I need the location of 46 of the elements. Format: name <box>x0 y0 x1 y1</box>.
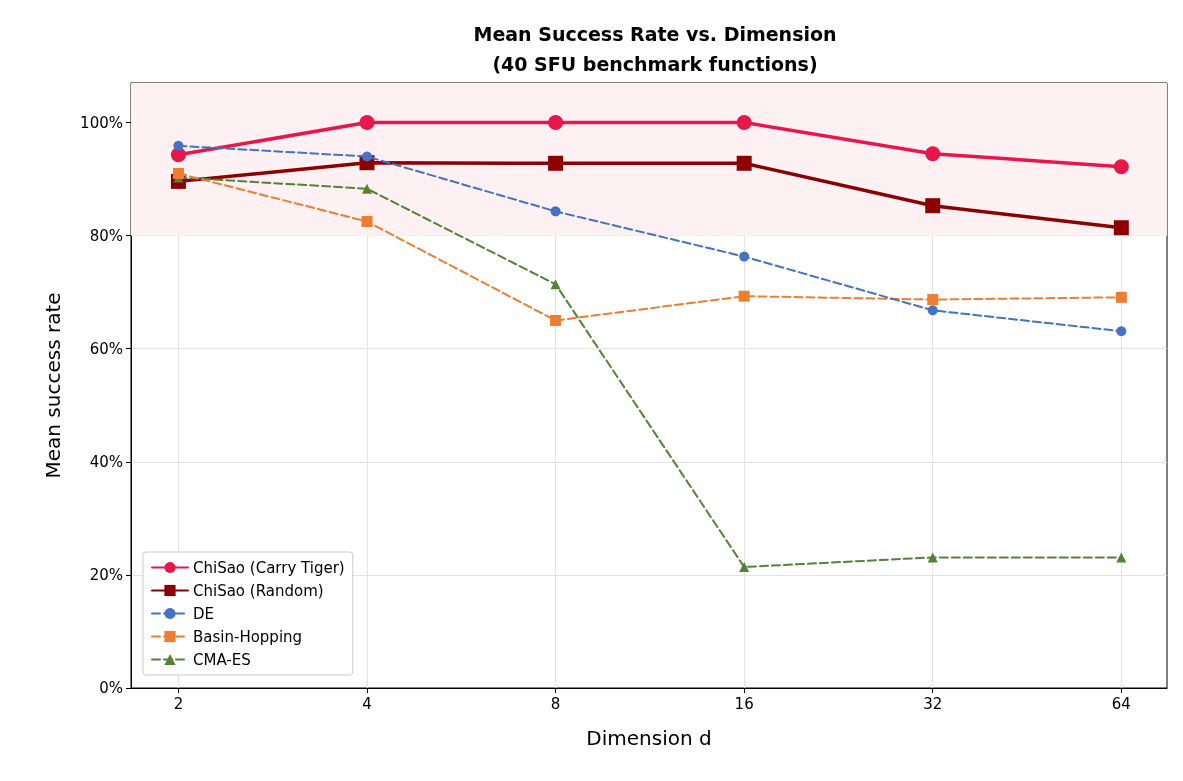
chart-title: Mean Success Rate vs. Dimension (40 SFU benchmark functions) <box>473 23 837 75</box>
point <box>361 216 373 228</box>
point <box>736 155 752 171</box>
x-tick-label: 8 <box>550 694 561 713</box>
y-tick-label: 40% <box>89 452 123 471</box>
legend-label: CMA-ES <box>193 650 251 669</box>
x-tick-label: 64 <box>1111 694 1131 713</box>
point <box>173 140 184 151</box>
point <box>1113 159 1129 175</box>
point <box>362 183 373 194</box>
point <box>550 279 561 290</box>
point <box>925 146 941 162</box>
point <box>927 294 939 306</box>
legend-label: ChiSao (Random) <box>193 581 324 600</box>
point <box>1116 552 1127 563</box>
point <box>172 167 184 179</box>
x-tick-label: 32 <box>923 694 943 713</box>
x-tick-label: 4 <box>362 694 372 713</box>
point <box>548 155 564 171</box>
x-tick-label: 16 <box>734 694 754 713</box>
point <box>362 151 373 162</box>
y-tick-label: 100% <box>80 113 123 132</box>
point <box>1115 291 1127 303</box>
point <box>739 562 750 572</box>
x-tick-label: 2 <box>173 694 184 713</box>
point <box>359 115 375 131</box>
point <box>738 290 750 302</box>
point <box>1113 220 1129 236</box>
y-tick-label: 80% <box>89 226 123 245</box>
legend-label: Basin-Hopping <box>193 627 303 646</box>
y-tick-label: 0% <box>99 679 123 697</box>
point <box>736 115 752 131</box>
legend-label: DE <box>193 604 215 623</box>
point <box>548 115 564 131</box>
x-axis-title: Dimension d <box>586 726 712 750</box>
point <box>927 552 938 563</box>
y-tick-label: 20% <box>89 565 123 584</box>
legend-label: ChiSao (Carry Tiger) <box>193 558 345 577</box>
point <box>927 305 938 316</box>
point <box>550 314 562 326</box>
point <box>925 198 941 214</box>
y-tick-label: 60% <box>89 339 123 358</box>
point <box>550 206 561 217</box>
y-axis-title: Mean success rate <box>41 292 65 479</box>
point <box>739 251 750 262</box>
point <box>1116 326 1127 337</box>
